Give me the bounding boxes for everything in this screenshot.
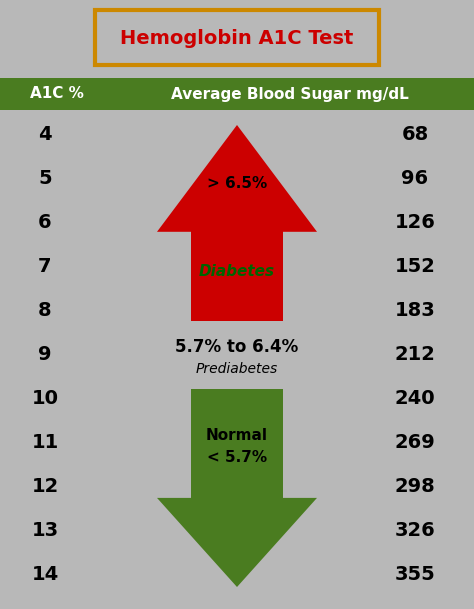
Text: Prediabetes: Prediabetes	[196, 362, 278, 376]
Text: 8: 8	[38, 301, 52, 320]
Text: 126: 126	[394, 214, 436, 233]
Text: 269: 269	[395, 434, 436, 452]
Bar	[0, 78, 474, 110]
Text: 68: 68	[401, 125, 428, 144]
FancyBboxPatch shape	[95, 10, 379, 65]
Text: Diabetes: Diabetes	[199, 264, 275, 280]
Text: Normal: Normal	[206, 428, 268, 443]
Text: 9: 9	[38, 345, 52, 365]
Text: 7: 7	[38, 258, 52, 276]
Text: 355: 355	[395, 566, 436, 585]
Text: 212: 212	[394, 345, 436, 365]
Text: 96: 96	[401, 169, 428, 189]
Text: A1C %: A1C %	[30, 86, 84, 102]
Text: 298: 298	[395, 477, 436, 496]
Text: 240: 240	[395, 390, 435, 409]
Text: Hemoglobin A1C Test: Hemoglobin A1C Test	[120, 29, 354, 48]
Polygon shape	[157, 125, 317, 321]
Text: 13: 13	[31, 521, 59, 541]
Text: Average Blood Sugar mg/dL: Average Blood Sugar mg/dL	[171, 86, 409, 102]
Text: 6: 6	[38, 214, 52, 233]
Text: 5.7% to 6.4%: 5.7% to 6.4%	[175, 338, 299, 356]
Text: 152: 152	[394, 258, 436, 276]
Text: > 6.5%: > 6.5%	[207, 176, 267, 191]
Text: 183: 183	[395, 301, 436, 320]
Text: 4: 4	[38, 125, 52, 144]
Text: < 5.7%: < 5.7%	[207, 450, 267, 465]
Text: 5: 5	[38, 169, 52, 189]
Polygon shape	[157, 389, 317, 587]
Text: 11: 11	[31, 434, 59, 452]
Text: 326: 326	[395, 521, 436, 541]
Text: 14: 14	[31, 566, 59, 585]
Text: 12: 12	[31, 477, 59, 496]
Text: 10: 10	[31, 390, 58, 409]
